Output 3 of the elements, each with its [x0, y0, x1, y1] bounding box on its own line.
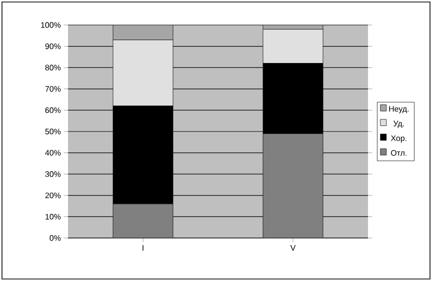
bar	[112, 24, 174, 40]
bar	[112, 204, 174, 238]
bar	[262, 133, 324, 238]
